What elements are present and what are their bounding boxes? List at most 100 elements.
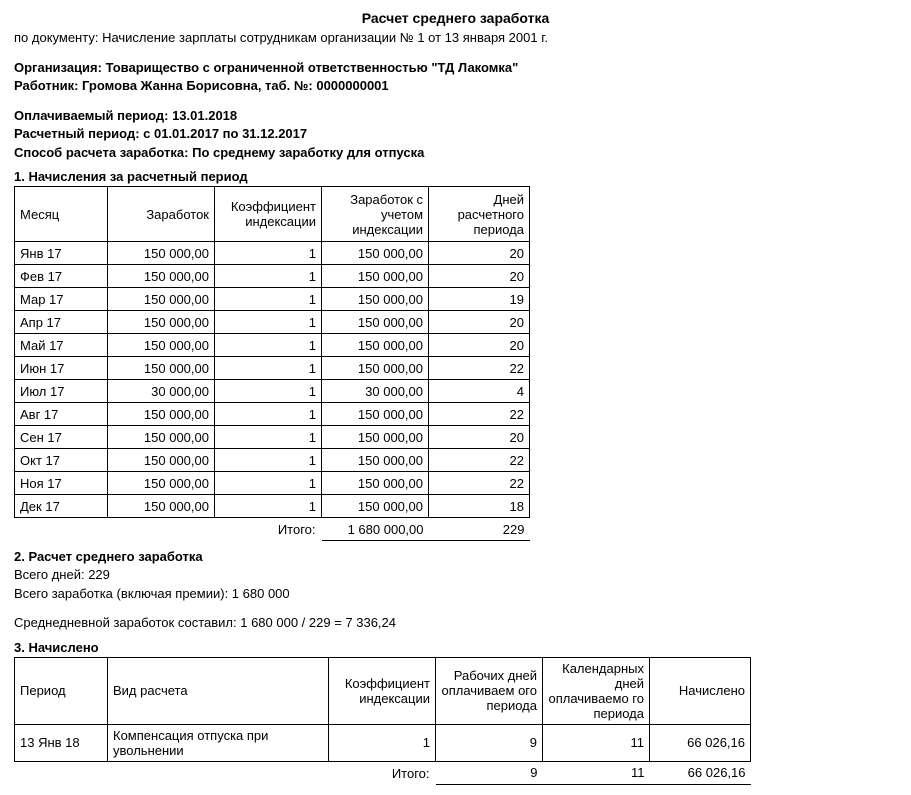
emp-label: Работник: bbox=[14, 78, 82, 93]
total-earn-line: Всего заработка (включая премии): 1 680 … bbox=[14, 585, 897, 603]
accruals-total-days: 229 bbox=[429, 518, 530, 541]
calc-label: Расчетный период: bbox=[14, 126, 143, 141]
col-earn-header: Заработок bbox=[108, 187, 215, 242]
cell-days: 22 bbox=[429, 472, 530, 495]
total-days-line: Всего дней: 229 bbox=[14, 566, 897, 584]
avg-line: Среднедневной заработок составил: 1 680 … bbox=[14, 614, 897, 632]
table-row: Сен 17150 000,001150 000,0020 bbox=[15, 426, 530, 449]
table-row: Май 17150 000,001150 000,0020 bbox=[15, 334, 530, 357]
cell-month: Июл 17 bbox=[15, 380, 108, 403]
cell-idx: 1 bbox=[215, 334, 322, 357]
paid-label: Оплачиваемый период: bbox=[14, 108, 172, 123]
cell-month: Янв 17 bbox=[15, 242, 108, 265]
cell-earn: 30 000,00 bbox=[108, 380, 215, 403]
cell-cdays: 11 bbox=[543, 724, 650, 761]
cell-idx: 1 bbox=[215, 472, 322, 495]
accrued-total-wdays: 9 bbox=[436, 761, 543, 784]
cell-month: Окт 17 bbox=[15, 449, 108, 472]
paid-period-line: Оплачиваемый период: 13.01.2018 bbox=[14, 107, 897, 125]
table-row: Ноя 17150 000,001150 000,0022 bbox=[15, 472, 530, 495]
org-label: Организация: bbox=[14, 60, 106, 75]
cell-idx: 1 bbox=[215, 380, 322, 403]
method-label: Способ расчета заработка: bbox=[14, 145, 192, 160]
cell-earnidx: 150 000,00 bbox=[322, 472, 429, 495]
cell-earnidx: 30 000,00 bbox=[322, 380, 429, 403]
cell-earnidx: 150 000,00 bbox=[322, 334, 429, 357]
cell-month: Дек 17 bbox=[15, 495, 108, 518]
cell-earnidx: 150 000,00 bbox=[322, 449, 429, 472]
cell-wdays: 9 bbox=[436, 724, 543, 761]
calc-period-line: Расчетный период: с 01.01.2017 по 31.12.… bbox=[14, 125, 897, 143]
cell-earnidx: 150 000,00 bbox=[322, 242, 429, 265]
org-value: Товарищество с ограниченной ответственно… bbox=[106, 60, 519, 75]
doc-value: Начисление зарплаты сотрудникам организа… bbox=[102, 30, 548, 45]
cell-month: Май 17 bbox=[15, 334, 108, 357]
cell-earn: 150 000,00 bbox=[108, 242, 215, 265]
cell-earn: 150 000,00 bbox=[108, 311, 215, 334]
cell-days: 20 bbox=[429, 242, 530, 265]
cell-month: Фев 17 bbox=[15, 265, 108, 288]
cell-idx: 1 bbox=[329, 724, 436, 761]
col-idx3-header: Коэффициент индексации bbox=[329, 657, 436, 724]
cell-days: 20 bbox=[429, 426, 530, 449]
col-days-header: Дней расчетного периода bbox=[429, 187, 530, 242]
cell-earn: 150 000,00 bbox=[108, 403, 215, 426]
col-idx-header: Коэффициент индексации bbox=[215, 187, 322, 242]
cell-earnidx: 150 000,00 bbox=[322, 288, 429, 311]
calc-value: с 01.01.2017 по 31.12.2017 bbox=[143, 126, 307, 141]
total-days-value: 229 bbox=[88, 567, 110, 582]
cell-earn: 150 000,00 bbox=[108, 449, 215, 472]
cell-idx: 1 bbox=[215, 426, 322, 449]
accrued-total-acc: 66 026,16 bbox=[650, 761, 751, 784]
total-earn-label: Всего заработка (включая премии): bbox=[14, 586, 232, 601]
cell-idx: 1 bbox=[215, 311, 322, 334]
col-period3-header: Период bbox=[15, 657, 108, 724]
cell-month: Сен 17 bbox=[15, 426, 108, 449]
table-row: Апр 17150 000,001150 000,0020 bbox=[15, 311, 530, 334]
cell-acc: 66 026,16 bbox=[650, 724, 751, 761]
accruals-totals-row: Итого: 1 680 000,00 229 bbox=[15, 518, 530, 541]
cell-earn: 150 000,00 bbox=[108, 334, 215, 357]
emp-line: Работник: Громова Жанна Борисовна, таб. … bbox=[14, 77, 897, 95]
cell-idx: 1 bbox=[215, 495, 322, 518]
cell-earn: 150 000,00 bbox=[108, 265, 215, 288]
accruals-header-row: Месяц Заработок Коэффициент индексации З… bbox=[15, 187, 530, 242]
org-line: Организация: Товарищество с ограниченной… bbox=[14, 59, 897, 77]
total-earn-value: 1 680 000 bbox=[232, 586, 290, 601]
cell-earn: 150 000,00 bbox=[108, 495, 215, 518]
accrued-table: Период Вид расчета Коэффициент индексаци… bbox=[14, 657, 751, 785]
cell-earn: 150 000,00 bbox=[108, 288, 215, 311]
cell-month: Июн 17 bbox=[15, 357, 108, 380]
cell-earn: 150 000,00 bbox=[108, 472, 215, 495]
doc-line: по документу: Начисление зарплаты сотруд… bbox=[14, 29, 897, 47]
cell-idx: 1 bbox=[215, 403, 322, 426]
accrued-header-row: Период Вид расчета Коэффициент индексаци… bbox=[15, 657, 751, 724]
cell-idx: 1 bbox=[215, 265, 322, 288]
cell-earnidx: 150 000,00 bbox=[322, 403, 429, 426]
method-value: По среднему заработку для отпуска bbox=[192, 145, 424, 160]
table-row: Мар 17150 000,001150 000,0019 bbox=[15, 288, 530, 311]
section3-title: 3. Начислено bbox=[14, 640, 897, 655]
cell-days: 20 bbox=[429, 311, 530, 334]
cell-earnidx: 150 000,00 bbox=[322, 357, 429, 380]
table-row: Янв 17150 000,001150 000,0020 bbox=[15, 242, 530, 265]
table-row: Дек 17150 000,001150 000,0018 bbox=[15, 495, 530, 518]
cell-days: 22 bbox=[429, 449, 530, 472]
doc-label: по документу: bbox=[14, 30, 102, 45]
cell-earnidx: 150 000,00 bbox=[322, 426, 429, 449]
col-acc3-header: Начислено bbox=[650, 657, 751, 724]
cell-days: 20 bbox=[429, 334, 530, 357]
accruals-table: Месяц Заработок Коэффициент индексации З… bbox=[14, 186, 530, 541]
table-row: Окт 17150 000,001150 000,0022 bbox=[15, 449, 530, 472]
section2-title: 2. Расчет среднего заработка bbox=[14, 549, 897, 564]
cell-idx: 1 bbox=[215, 242, 322, 265]
table-row: Авг 17150 000,001150 000,0022 bbox=[15, 403, 530, 426]
cell-days: 22 bbox=[429, 357, 530, 380]
col-type3-header: Вид расчета bbox=[108, 657, 329, 724]
table-row: Июл 1730 000,00130 000,004 bbox=[15, 380, 530, 403]
table-row: Фев 17150 000,001150 000,0020 bbox=[15, 265, 530, 288]
page-title: Расчет среднего заработка bbox=[14, 10, 897, 26]
section1-title: 1. Начисления за расчетный период bbox=[14, 169, 897, 184]
cell-type: Компенсация отпуска при увольнении bbox=[108, 724, 329, 761]
cell-month: Мар 17 bbox=[15, 288, 108, 311]
